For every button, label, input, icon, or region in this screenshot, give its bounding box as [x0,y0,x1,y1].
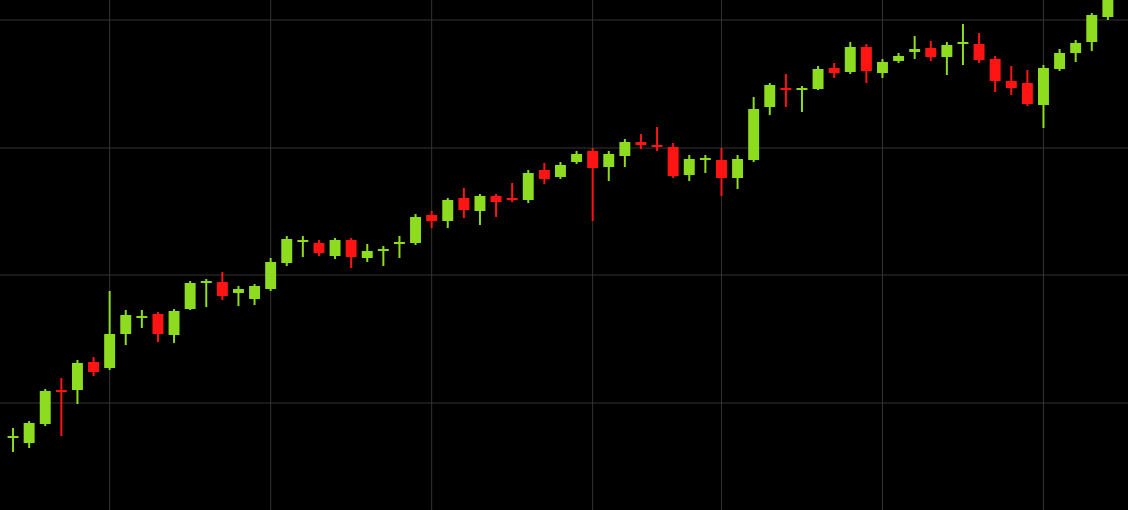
candle-body [345,240,357,257]
candle-body [844,47,856,72]
candle-body [828,68,840,73]
candle-body [1037,68,1049,105]
candle-body [55,390,67,392]
candle-body [989,59,1001,81]
candle-body [152,314,164,334]
candle-body [909,49,921,52]
candle-body [603,154,615,167]
candle-body [812,69,824,89]
candle-body [1070,43,1082,53]
candle-body [941,45,953,57]
candle-body [732,159,744,178]
candle-body [184,283,196,309]
candle-body [667,147,679,176]
candle-body [796,88,808,90]
candle-body [699,158,711,160]
candle-body [957,42,969,44]
candle-body [1021,83,1033,104]
candle-body [538,170,550,179]
candle-body [522,173,534,200]
candle-body [297,240,309,242]
candle-body [313,243,325,253]
candle-body [7,436,19,438]
candle-body [249,286,261,299]
candle-body [571,154,583,162]
candle-body [458,198,470,210]
candle-body [1086,15,1098,42]
candle-body [780,88,792,90]
candle-body [377,249,389,251]
candle-body [683,159,695,175]
candle-body [1054,53,1066,69]
candle-body [651,145,663,147]
candle-body [925,48,937,57]
candle-body [1005,81,1017,88]
candle-body [764,85,776,107]
candle-body [281,239,293,263]
candle-body [474,196,486,211]
candle-body [715,160,727,178]
candle-body [232,289,244,293]
candle-body [1102,0,1114,17]
candle-body [893,56,905,61]
candle-body [329,240,341,256]
candle-body [490,196,502,202]
candle-body [168,311,180,335]
candle-body [748,109,760,160]
candle-body [860,47,872,71]
candle-body [554,165,566,177]
candle-body [88,362,100,372]
candle-body [216,282,228,296]
candle-body [104,334,116,368]
candle-body [619,142,631,156]
candle-body [506,198,518,200]
candle-body [265,262,277,289]
candle-body [23,423,35,443]
candle-body [200,281,212,283]
candle-body [426,215,438,221]
candle-body [410,217,422,243]
candle-body [635,142,647,145]
candle-body [120,315,132,334]
candle-body [442,200,454,221]
candle-body [876,62,888,73]
candle-body [136,316,148,318]
candle-body [71,363,83,390]
candle-body [587,151,599,168]
candle-body [361,251,373,258]
candle-body [393,242,405,244]
candle-body [39,391,51,424]
candle-body [973,44,985,60]
